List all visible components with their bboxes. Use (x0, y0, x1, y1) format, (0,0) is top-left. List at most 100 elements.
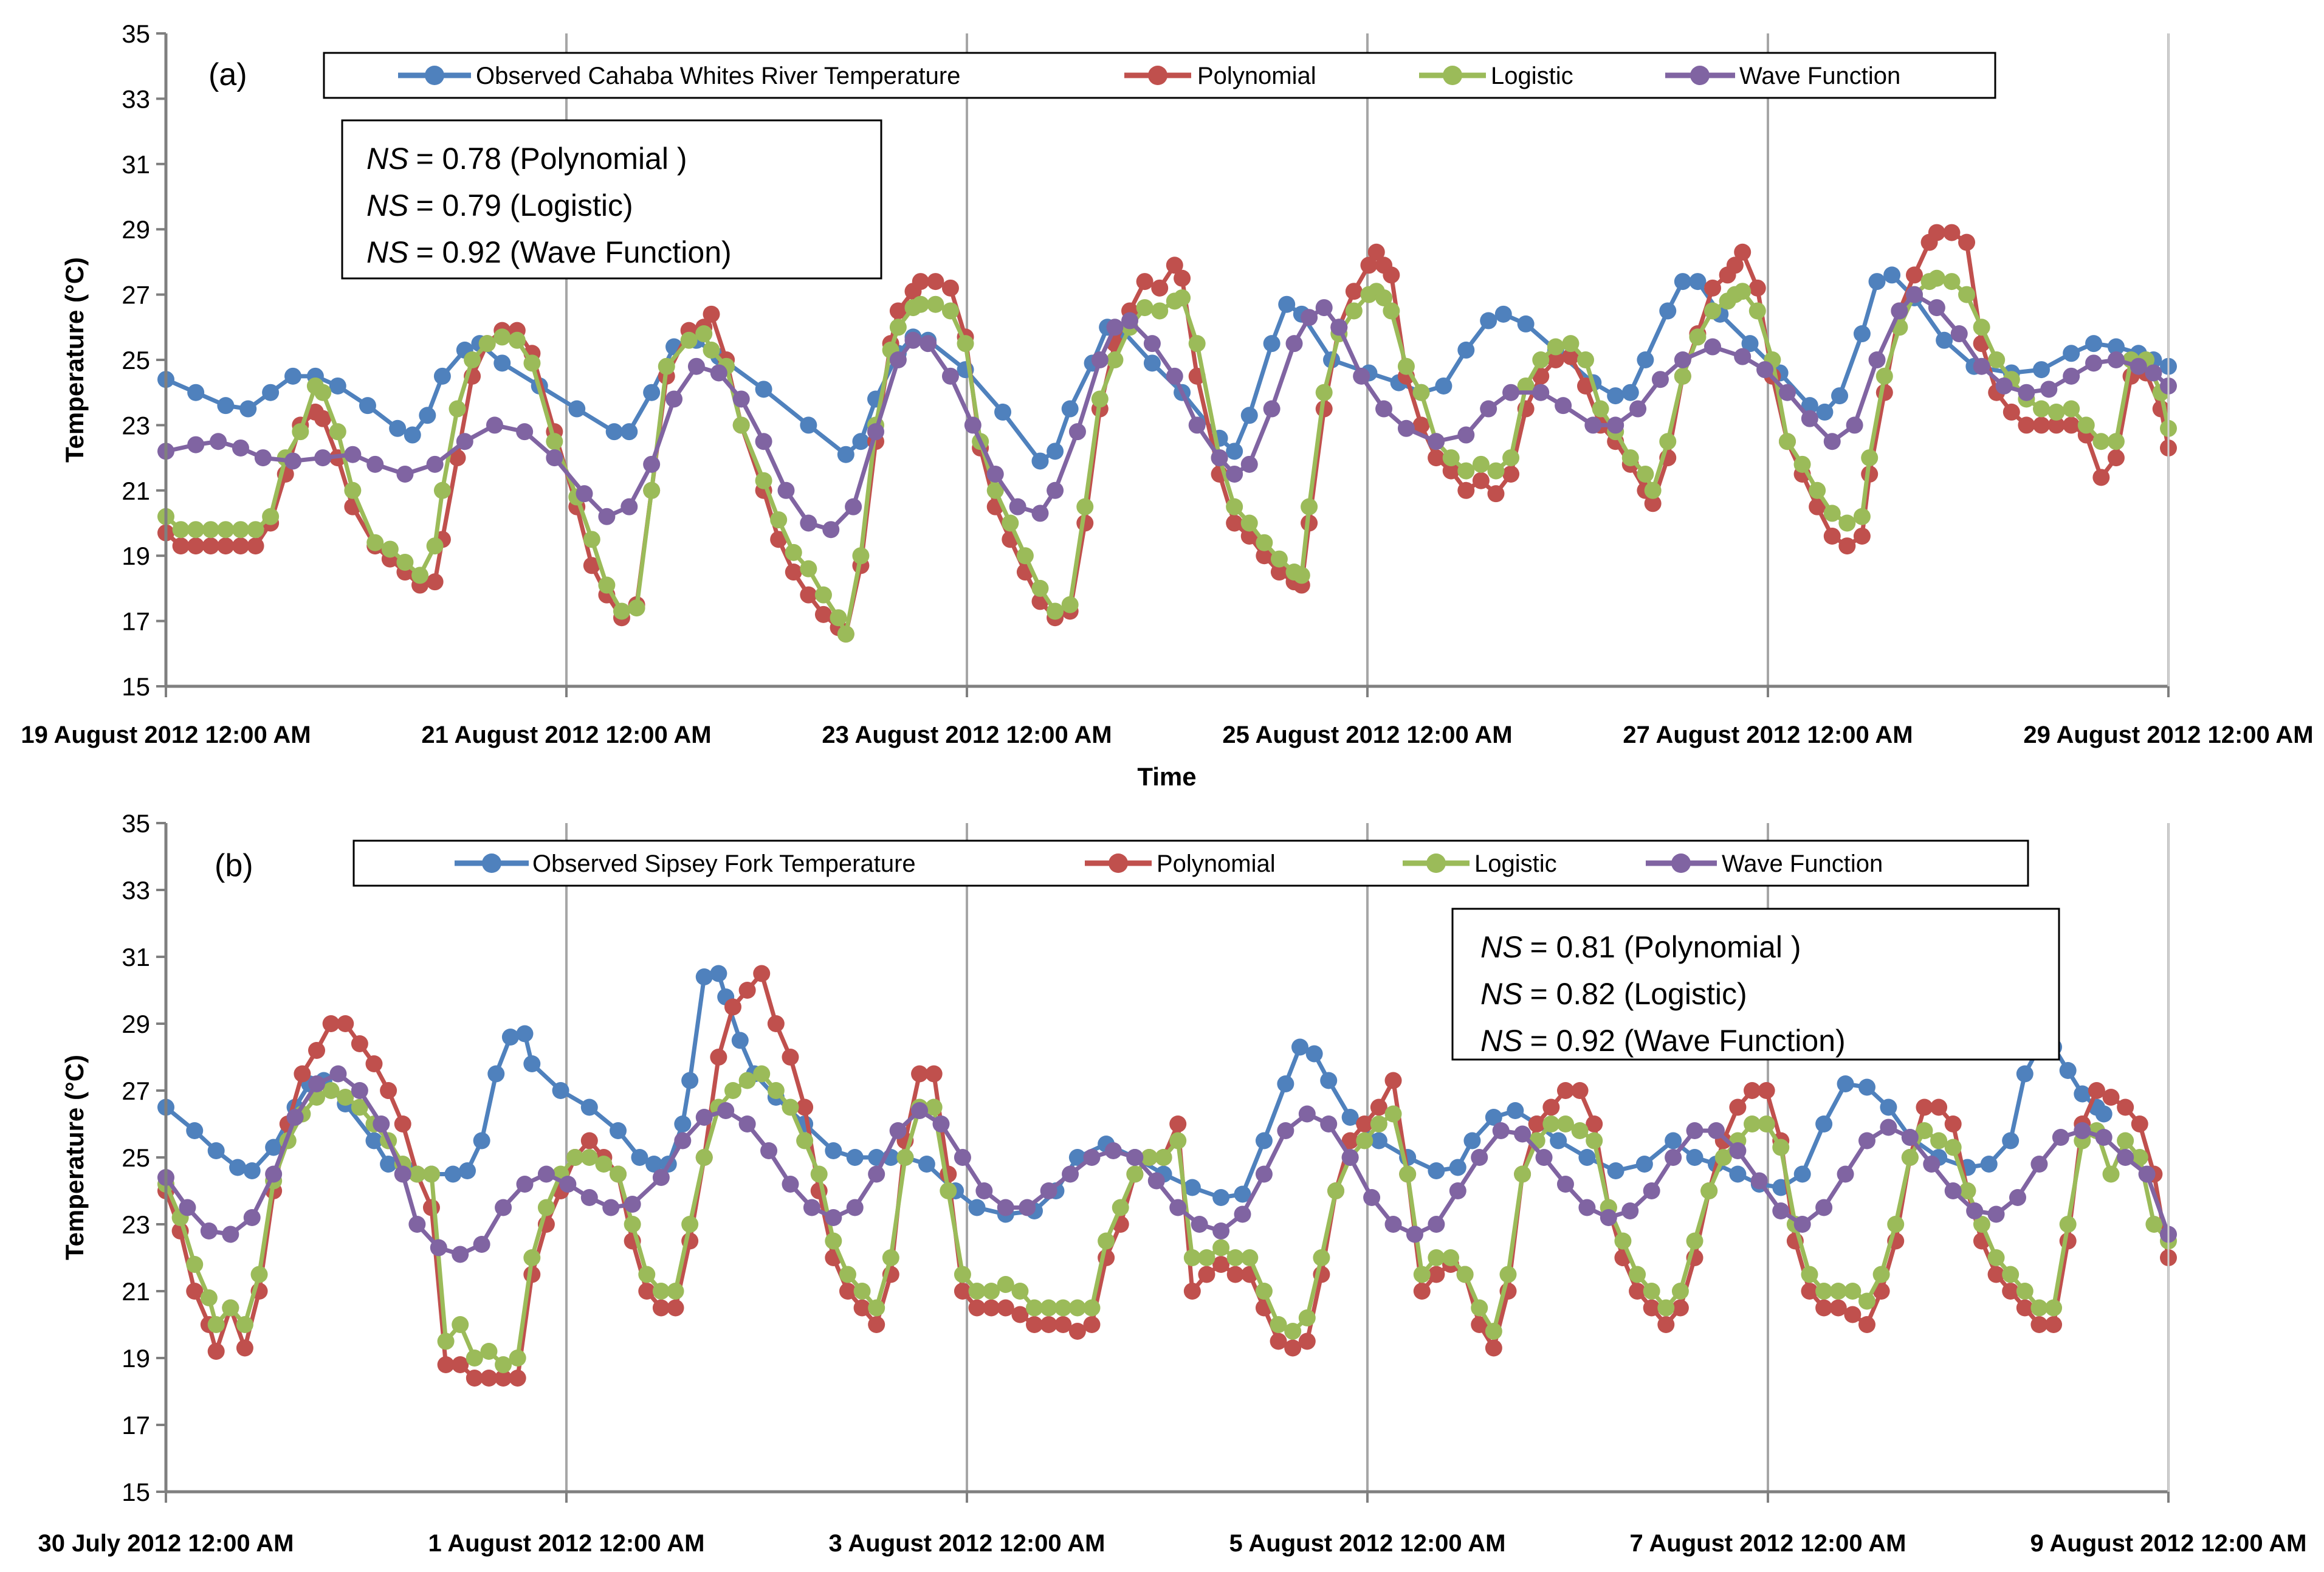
data-point (1183, 1179, 1201, 1196)
data-point (800, 514, 817, 532)
data-point (381, 540, 399, 558)
data-point (1966, 1202, 1984, 1219)
data-point (1801, 410, 1818, 427)
data-point (314, 384, 332, 401)
series-logistic (157, 1065, 2177, 1373)
legend-entry-wave-function: Wave Function (1646, 850, 1883, 877)
data-point (852, 433, 870, 450)
data-point (1928, 269, 1945, 287)
data-point (314, 449, 332, 467)
legend: Observed Cahaba Whites River Temperature… (323, 52, 1996, 99)
data-point (753, 965, 771, 982)
data-point (1226, 1266, 1244, 1283)
data-point (1514, 1125, 1532, 1143)
data-point (983, 1283, 1000, 1300)
data-point (1151, 279, 1169, 297)
data-point (2107, 351, 2125, 368)
legend-label: Logistic (1474, 850, 1557, 877)
data-point (925, 1065, 943, 1083)
data-point (920, 335, 937, 353)
data-point (1815, 1283, 1833, 1300)
data-point (1291, 1038, 1308, 1056)
data-point (1492, 1122, 1510, 1139)
data-point (308, 1042, 326, 1059)
data-point (1829, 1283, 1847, 1300)
legend-entry-polynomial: Polynomial (1124, 63, 1316, 89)
data-point (738, 982, 756, 999)
data-point (1356, 1132, 1373, 1150)
data-point (449, 449, 466, 467)
data-point (904, 331, 922, 349)
data-point (1471, 1149, 1488, 1166)
data-point (624, 1216, 641, 1233)
data-point (329, 1065, 347, 1083)
data-point (621, 423, 638, 441)
data-point (1345, 302, 1363, 320)
data-point (243, 1209, 261, 1226)
data-point (652, 1299, 670, 1317)
data-point (889, 1122, 907, 1139)
data-point (292, 423, 309, 441)
data-point (1413, 1266, 1431, 1283)
data-point (2145, 1216, 2163, 1233)
data-point (580, 1098, 598, 1116)
data-point (1793, 1216, 1811, 1233)
data-point (1809, 481, 1826, 499)
data-point (968, 1299, 986, 1317)
data-point (1815, 1299, 1833, 1317)
data-point (1277, 1122, 1294, 1139)
data-point (373, 1115, 390, 1132)
data-point (846, 1199, 864, 1216)
data-point (889, 319, 907, 336)
data-point (1068, 1323, 1086, 1340)
data-point (1026, 1316, 1043, 1333)
data-point (918, 1156, 935, 1173)
data-point (1816, 403, 1834, 421)
data-point (1815, 1199, 1833, 1216)
data-point (344, 446, 362, 463)
x-tick-label: 25 August 2012 12:00 AM (1222, 722, 1512, 748)
data-point (852, 547, 870, 565)
data-point (681, 1072, 699, 1089)
data-point (602, 1199, 620, 1216)
data-point (1689, 328, 1707, 346)
ns-line-wave-function: NS = 0.92 (Wave Function) (366, 235, 732, 269)
data-point (1517, 377, 1535, 395)
legend-marker (482, 853, 501, 873)
x-tick-label: 30 July 2012 12:00 AM (38, 1530, 294, 1557)
data-point (1928, 299, 1945, 317)
data-point (2059, 1216, 2077, 1233)
data-point (523, 1249, 541, 1266)
data-point (912, 295, 929, 313)
data-point (1621, 1202, 1639, 1219)
data-point (351, 1035, 368, 1052)
data-point (516, 1025, 534, 1043)
data-point (652, 1283, 670, 1300)
data-point (2131, 1149, 2148, 1166)
data-point (796, 1098, 814, 1116)
data-point (217, 397, 235, 415)
data-point (2030, 1156, 2048, 1173)
data-point (1592, 400, 1609, 418)
data-point (1026, 1299, 1043, 1317)
data-point (1532, 367, 1550, 385)
data-point (1061, 400, 1079, 418)
series-wave-function (157, 1065, 2177, 1263)
data-point (1744, 1115, 1761, 1132)
data-point (1384, 1105, 1402, 1123)
legend-marker (1671, 853, 1691, 873)
data-point (2063, 345, 2080, 362)
data-point (1009, 498, 1026, 515)
data-point (1428, 1216, 1445, 1233)
data-point (1844, 1306, 1862, 1323)
data-point (1256, 534, 1273, 551)
data-point (1428, 449, 1445, 467)
data-point (1657, 1316, 1675, 1333)
data-point (1212, 1239, 1230, 1257)
data-point (537, 1199, 555, 1216)
data-point (1637, 351, 1654, 368)
data-point (1169, 1115, 1187, 1132)
data-point (2016, 1299, 2033, 1317)
data-point (1704, 338, 1722, 356)
ns-line-polynomial: NS = 0.78 (Polynomial ) (366, 142, 687, 176)
